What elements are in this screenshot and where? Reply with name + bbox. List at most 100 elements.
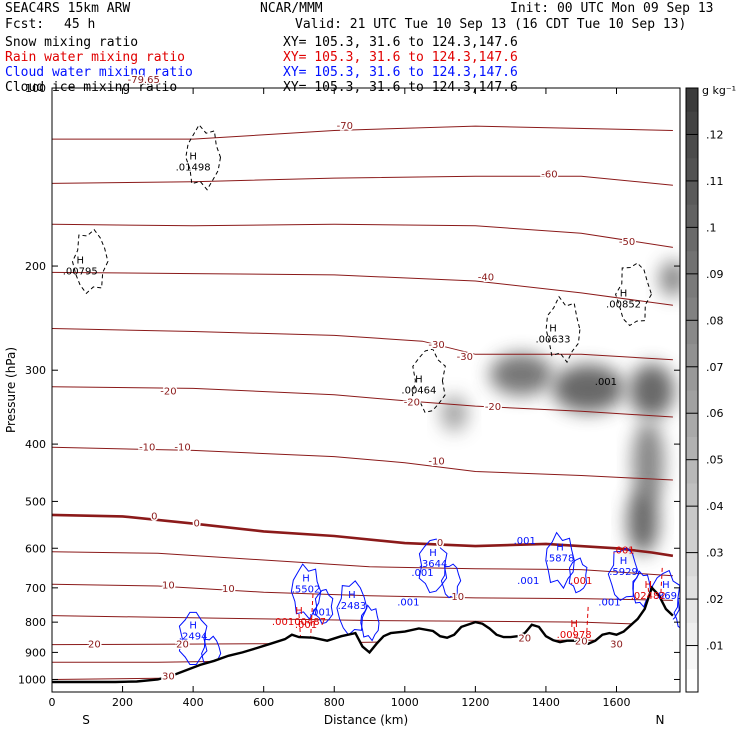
temperature-label-5-1: -30 bbox=[457, 352, 473, 363]
snow-contour-3 bbox=[545, 295, 581, 364]
temperature-label-6-2: -20 bbox=[485, 402, 501, 413]
temperature-contour-9 bbox=[52, 551, 673, 577]
cloud-water-contour-3 bbox=[418, 538, 448, 594]
rain-water-max-1-h: H bbox=[570, 619, 578, 630]
cloud-water-contour-b-4 bbox=[568, 557, 588, 594]
colorbar-swatch-14 bbox=[686, 343, 698, 368]
x-tick-label-7: 1400 bbox=[532, 696, 560, 709]
cloud-water-max-6-value: .869 bbox=[655, 591, 677, 602]
colorbar-swatch-10 bbox=[686, 436, 698, 461]
forecast-label: Fcst: bbox=[5, 17, 45, 32]
colorbar-swatch-9 bbox=[686, 459, 698, 484]
y-tick-label-2: 300 bbox=[25, 364, 46, 377]
colorbar-swatch-12 bbox=[686, 390, 698, 414]
rain-water-label-1: .001 bbox=[570, 576, 592, 587]
colorbar-swatch-24 bbox=[686, 111, 698, 135]
temperature-label-12-3: 20 bbox=[575, 636, 588, 647]
y-tick-label-5: 600 bbox=[25, 542, 46, 555]
cloud-water-label-3: .001 bbox=[514, 536, 536, 547]
field-xy-rain: XY= 105.3, 31.6 to 124.3,147.6 bbox=[283, 50, 518, 65]
init-time: Init: 00 UTC Mon 09 Sep 13 bbox=[510, 1, 714, 16]
colorbar-tick-label-1: .02 bbox=[706, 593, 724, 606]
cloud-water-max-6-h: H bbox=[662, 580, 670, 591]
rain-water-label-2: .001 bbox=[612, 545, 634, 556]
field-xy-snow: XY= 105.3, 31.6 to 124.3,147.6 bbox=[283, 35, 518, 50]
colorbar-swatch-22 bbox=[686, 157, 698, 182]
snow-contour-1 bbox=[71, 228, 109, 295]
cloud-water-contour-b-3 bbox=[440, 563, 462, 599]
cloud-water-max-2-h: H bbox=[348, 590, 356, 601]
cloud-water-max-0-value: .2494 bbox=[179, 631, 208, 642]
forecast-hour: 45 h bbox=[64, 17, 96, 32]
cloud-water-max-3-value: .3644 bbox=[419, 559, 448, 570]
colorbar-unit: g kg⁻¹ bbox=[702, 84, 736, 97]
temperature-label-8-1: 0 bbox=[193, 519, 199, 530]
terrain bbox=[52, 585, 674, 692]
x-tick-label-4: 800 bbox=[324, 696, 345, 709]
colorbar-tick-label-4: .05 bbox=[706, 454, 724, 467]
colorbar-tick-label-9: .1 bbox=[706, 221, 717, 234]
temperature-contour-4 bbox=[52, 271, 673, 306]
cloud-water-max-4-h: H bbox=[556, 542, 564, 553]
temperature-contours bbox=[52, 88, 674, 680]
y-tick-label-4: 500 bbox=[25, 495, 46, 508]
colorbar-swatch-6 bbox=[686, 529, 698, 554]
cloud-ice-shade-2 bbox=[629, 363, 675, 418]
cloud-water-max-3-h: H bbox=[429, 548, 437, 559]
colorbar-tick-label-8: .09 bbox=[706, 268, 724, 281]
colorbar-tick-label-3: .04 bbox=[706, 500, 724, 513]
temperature-contour-1 bbox=[52, 125, 673, 140]
y-tick-label-3: 400 bbox=[25, 438, 46, 451]
rain-water-max-0-h: H bbox=[295, 606, 303, 617]
snow-max-4-h: H bbox=[620, 288, 628, 299]
y-tick-label-6: 700 bbox=[25, 582, 46, 595]
x-end-label-north: N bbox=[656, 713, 665, 727]
temperature-label-12-0: 20 bbox=[88, 640, 101, 651]
cloud-water-max-5-value: .5929 bbox=[609, 567, 638, 578]
temperature-label-12-1: 20 bbox=[176, 640, 189, 651]
colorbar-tick-label-2: .03 bbox=[706, 547, 724, 560]
temperature-label-14-1: 30 bbox=[610, 640, 623, 651]
y-tick-label-8: 900 bbox=[25, 646, 46, 659]
snow-max-3-h: H bbox=[549, 323, 557, 334]
temperature-contour-11 bbox=[52, 615, 673, 626]
temperature-label-4-0: -40 bbox=[478, 272, 494, 283]
cloud-water-contour-0 bbox=[178, 611, 208, 665]
x-tick-label-1: 200 bbox=[112, 696, 133, 709]
colorbar-swatch-4 bbox=[686, 575, 698, 600]
snow-contour-2 bbox=[411, 348, 446, 413]
colorbar-swatch-21 bbox=[686, 180, 698, 205]
snow-max-0-h: H bbox=[189, 151, 197, 162]
cloud-ice-shade-5 bbox=[627, 488, 659, 555]
temperature-label-8-2: 0 bbox=[437, 538, 443, 549]
temperature-label-10-2: 10 bbox=[451, 592, 464, 603]
colorbar-swatch-13 bbox=[686, 366, 698, 391]
cloud-water-max-2-value: .2483 bbox=[338, 601, 367, 612]
cloud-water-contour-b-6 bbox=[673, 597, 680, 629]
cloud-water-contour-1 bbox=[290, 563, 322, 620]
y-tick-label-1: 200 bbox=[25, 260, 46, 273]
snow-max-0-value: .01498 bbox=[176, 162, 211, 173]
cloud-ice-shade-1 bbox=[552, 364, 625, 413]
colorbar-swatch-5 bbox=[686, 552, 698, 577]
temperature-contour-7 bbox=[52, 446, 673, 481]
colorbar-swatch-20 bbox=[686, 204, 698, 228]
cloud-water-contour-2 bbox=[336, 580, 368, 636]
rain-water-max-1-value: .00978 bbox=[557, 630, 592, 641]
temperature-label-8-0: 0 bbox=[151, 511, 157, 522]
cloud-ice-shade-6 bbox=[659, 260, 680, 297]
x-axis-label: Distance (km) bbox=[324, 713, 408, 727]
y-axis-label: Pressure (hPa) bbox=[4, 347, 18, 433]
snow-contour-4 bbox=[615, 262, 653, 327]
model-title: SEAC4RS 15km ARW bbox=[5, 1, 131, 16]
temperature-contour-6 bbox=[52, 386, 673, 418]
cloud-water-label-1: .001 bbox=[411, 568, 433, 579]
cloud-water-contour-b-2 bbox=[360, 604, 380, 642]
x-tick-label-0: 0 bbox=[49, 696, 56, 709]
plot-frame bbox=[51, 87, 681, 693]
colorbar-swatch-8 bbox=[686, 482, 698, 507]
temperature-contour-5 bbox=[52, 328, 673, 361]
snow-label-0: .001 bbox=[595, 377, 617, 388]
cloud-ice-shading bbox=[440, 260, 680, 555]
cloud-water-contour-5 bbox=[607, 547, 640, 602]
